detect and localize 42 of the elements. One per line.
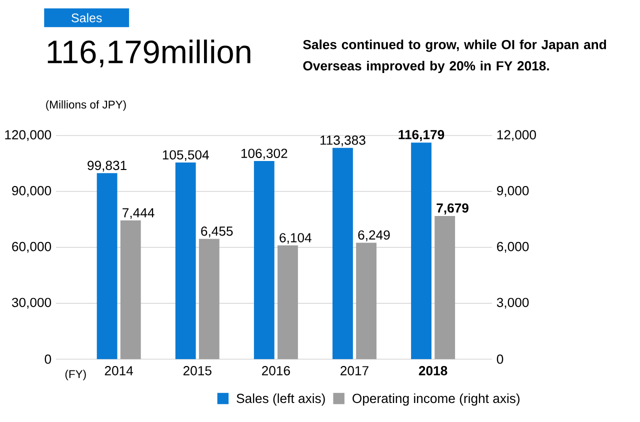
text: Sales continued to grow, while OI for Japan and Overseas improved by 20% in FY 2018. xyxy=(303,40,606,74)
x-tick-label: 2016 xyxy=(262,366,290,376)
x-tick-label: 2014 xyxy=(104,366,134,376)
data-label: 99,831 xyxy=(88,160,126,172)
y-tick-label: 60,000 xyxy=(12,242,52,253)
x-tick-label: 2017 xyxy=(340,366,368,376)
bar xyxy=(434,216,456,360)
data-label: 106,302 xyxy=(241,148,288,160)
bar xyxy=(96,173,118,360)
data-label: 6,104 xyxy=(280,233,312,244)
data-label: 113,383 xyxy=(320,136,366,147)
chart-subtitle: 116,179million xyxy=(48,40,250,68)
y2-tick-label: 3,000 xyxy=(496,298,529,309)
bar xyxy=(278,246,298,360)
y2-tick-label: 9,000 xyxy=(496,186,529,198)
y-tick-label: 30,000 xyxy=(12,298,52,309)
data-label: 116,179 xyxy=(398,130,444,142)
data-label: 7,444 xyxy=(122,208,154,220)
bar xyxy=(411,142,432,360)
y-axis-title: (Millions of JPY) xyxy=(46,100,126,111)
bar xyxy=(198,239,220,360)
bar xyxy=(332,148,353,360)
data-label: 6,249 xyxy=(358,230,390,242)
x-axis-title: (FY) xyxy=(65,370,86,380)
y2-tick-label: 12,000 xyxy=(497,130,536,142)
y2-tick-label: 6,000 xyxy=(497,242,529,253)
bar xyxy=(356,242,376,360)
data-label: 6,455 xyxy=(201,226,233,238)
x-tick-label: 2018 xyxy=(418,366,448,376)
bar xyxy=(120,220,141,360)
legend-label: Sales (left axis) xyxy=(236,394,325,406)
chart-title: Sales xyxy=(72,13,102,23)
y-tick-label: 0 xyxy=(44,354,52,364)
bar xyxy=(254,161,274,360)
x-tick-label: 2015 xyxy=(183,366,212,376)
data-label: 105,504 xyxy=(162,150,209,162)
y2-tick-label: 0 xyxy=(496,354,504,364)
y-tick-label: 90,000 xyxy=(12,186,52,198)
y-tick-label: 120,000 xyxy=(5,130,52,142)
data-label: 7,679 xyxy=(436,204,468,215)
legend-label: Operating income (right axis) xyxy=(352,394,520,406)
bar xyxy=(175,162,196,360)
